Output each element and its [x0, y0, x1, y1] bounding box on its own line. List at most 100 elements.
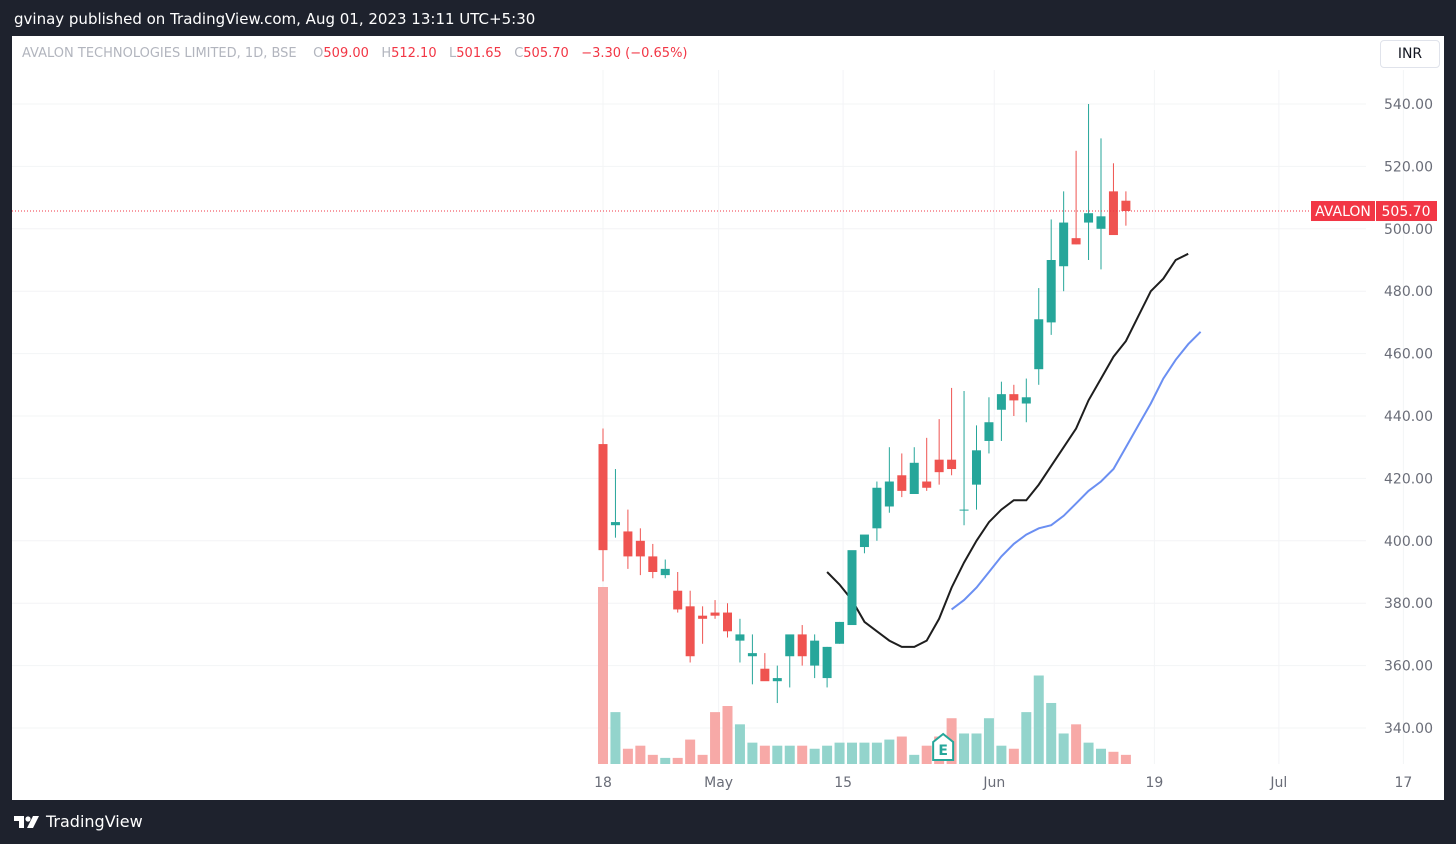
- volume-bar: [859, 742, 870, 764]
- candle-body: [835, 621, 845, 644]
- currency-button[interactable]: INR: [1380, 40, 1440, 68]
- candle-body: [1108, 191, 1118, 236]
- volume-bar: [959, 733, 970, 764]
- volume-bar: [1033, 675, 1044, 764]
- symbol-legend: AVALON TECHNOLOGIES LIMITED, 1D, BSE O 50…: [22, 46, 688, 61]
- last-price-tag: [1376, 201, 1437, 222]
- volume-bar: [784, 745, 795, 764]
- volume-bar: [884, 739, 895, 764]
- volume-bar: [759, 745, 770, 764]
- candle-body: [872, 487, 882, 529]
- volume-bar: [734, 724, 745, 764]
- volume-bar: [896, 736, 907, 764]
- candle-body: [772, 678, 782, 682]
- low-label: L: [449, 46, 457, 61]
- moving-average-slow-line: [951, 331, 1202, 611]
- volume-bar: [797, 745, 808, 764]
- x-tick-label: 15: [834, 775, 852, 791]
- published-info: gvinay published on TradingView.com, Aug…: [14, 10, 536, 28]
- candle-body: [698, 615, 708, 619]
- volume-bar: [747, 742, 758, 764]
- volume-bar: [722, 706, 733, 764]
- volume-bar: [610, 712, 621, 764]
- candle-body: [897, 475, 907, 491]
- symbol-price-tag-label: AVALON: [1315, 204, 1371, 220]
- x-tick-label: 19: [1145, 775, 1163, 791]
- candle-body: [685, 606, 695, 657]
- candle-body: [1071, 238, 1081, 245]
- candle-body: [1046, 260, 1056, 323]
- candle-body: [822, 646, 832, 679]
- candle-body: [947, 459, 957, 470]
- candle-body: [673, 590, 683, 610]
- candle-body: [847, 550, 857, 626]
- candle-body: [660, 568, 670, 576]
- candle-body: [785, 634, 795, 657]
- candle-body: [610, 522, 620, 526]
- candle-body: [1084, 213, 1094, 223]
- y-tick-label: 440.00: [1384, 409, 1433, 425]
- volume-bar: [1083, 742, 1094, 764]
- last-price-tag-label: 505.70: [1382, 204, 1431, 220]
- candle-body: [984, 422, 994, 441]
- y-tick-label: 520.00: [1384, 159, 1433, 175]
- close-value: 505.70: [523, 46, 569, 61]
- moving-average-fast-line: [826, 252, 1189, 648]
- candle-body: [1096, 216, 1106, 229]
- volume-bar: [971, 733, 982, 764]
- candle-body: [884, 481, 894, 507]
- volume-bar: [1008, 748, 1019, 764]
- volume-bar: [635, 745, 646, 764]
- candle-body: [723, 612, 732, 632]
- volume-bar: [710, 712, 721, 764]
- volume-bar: [672, 757, 683, 764]
- volume-bar: [1021, 712, 1032, 764]
- candle-body: [1121, 200, 1131, 212]
- volume-bar: [809, 748, 820, 764]
- symbol-title: AVALON TECHNOLOGIES LIMITED, 1D, BSE: [22, 46, 297, 61]
- candle-body: [635, 540, 645, 557]
- volume-bar: [983, 718, 994, 764]
- x-tick-label: 18: [594, 775, 612, 791]
- y-tick-label: 340.00: [1384, 721, 1433, 737]
- volume-bar: [1046, 702, 1057, 764]
- y-tick-label: 540.00: [1384, 97, 1433, 113]
- open-label: O: [313, 46, 324, 61]
- volume-bar: [921, 745, 932, 764]
- volume-bar: [697, 754, 708, 764]
- tradingview-logo[interactable]: TradingView: [14, 812, 143, 831]
- y-tick-label: 500.00: [1384, 222, 1433, 238]
- volume-bar: [685, 739, 696, 764]
- candle-body: [922, 481, 932, 488]
- y-tick-label: 460.00: [1384, 347, 1433, 363]
- volume-bar: [1096, 748, 1106, 764]
- earnings-marker-label: E: [938, 743, 948, 759]
- tradingview-logo-icon: [14, 815, 39, 828]
- candle-body: [972, 450, 981, 485]
- candle-body: [623, 531, 633, 557]
- y-tick-label: 380.00: [1384, 596, 1433, 612]
- brand-name: TradingView: [46, 812, 143, 831]
- close-label: C: [514, 46, 524, 61]
- candle-body: [859, 534, 869, 548]
- volume-bar: [1120, 754, 1131, 764]
- earnings-marker-icon: [932, 732, 955, 761]
- candle-body: [797, 634, 807, 657]
- candle-body: [710, 612, 720, 616]
- x-tick-label: May: [704, 775, 733, 791]
- candle-body: [1009, 394, 1019, 401]
- candle-body: [909, 462, 919, 494]
- volume-bar: [772, 745, 783, 764]
- volume-bar: [598, 587, 608, 764]
- volume-bar: [622, 748, 633, 764]
- volume-bar: [1058, 733, 1069, 764]
- x-tick-label: Jul: [1269, 775, 1287, 791]
- volume-bar: [996, 745, 1007, 764]
- chart-panel[interactable]: [12, 36, 1444, 800]
- volume-bar: [660, 757, 671, 764]
- candle-body: [1021, 397, 1031, 404]
- candle-body: [735, 634, 745, 641]
- change-value: −3.30 (−0.65%): [581, 46, 688, 61]
- candle-body: [760, 668, 770, 682]
